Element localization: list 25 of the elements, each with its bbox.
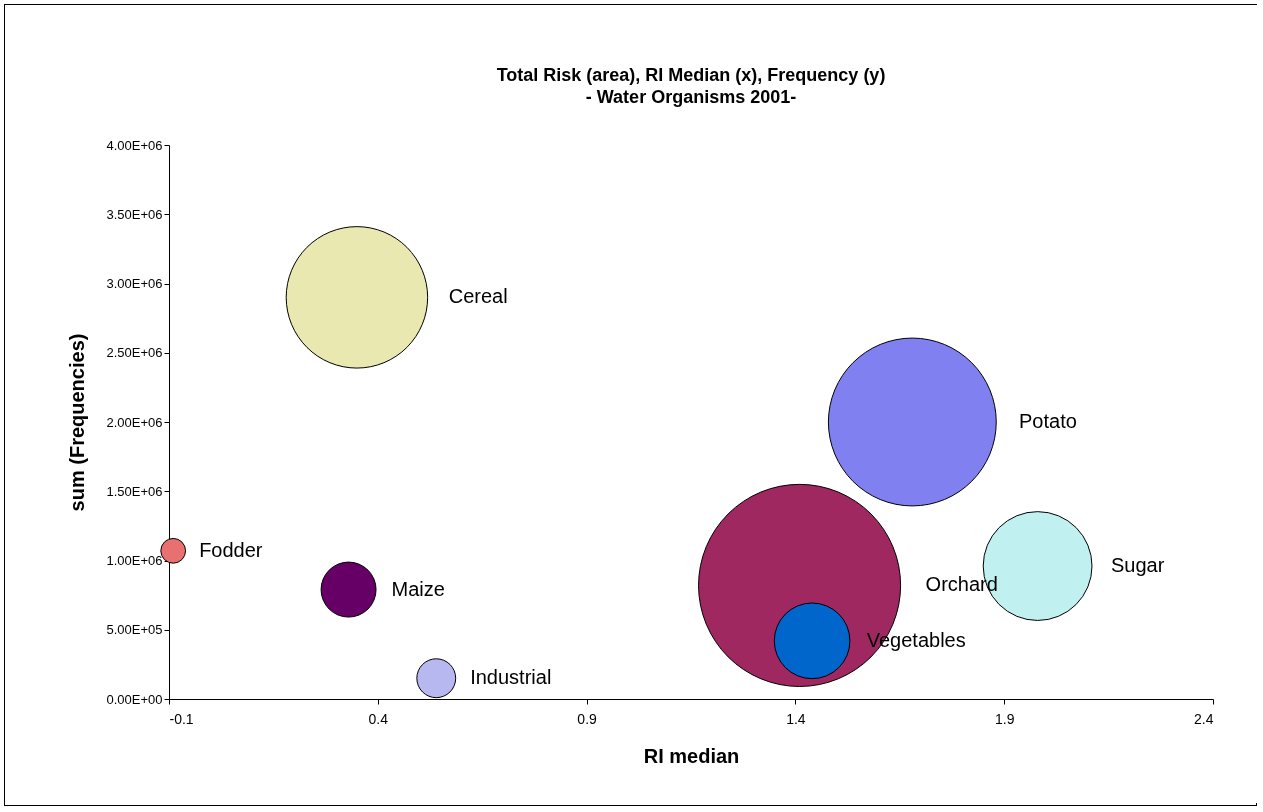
y-tick-label: 2.50E+06 (106, 345, 163, 361)
x-axis-title: RI median (643, 744, 740, 767)
x-tick-label: 1.9 (994, 710, 1015, 727)
x-tick-label: 0.9 (577, 710, 598, 727)
y-tick-label: 0.00E+00 (106, 691, 163, 707)
chart-title: Total Risk (area), RI Median (x), Frequency (y) (496, 65, 886, 85)
x-tick-label: -0.1 (169, 710, 194, 727)
chart-subtitle: - Water Organisms 2001- (585, 87, 797, 107)
y-tick-label: 5.00E+05 (106, 622, 163, 638)
y-tick-label: 1.00E+06 (106, 553, 163, 568)
x-tick-label: 2.4 (1194, 710, 1214, 727)
y-axis-title: sum (Frequencies) (66, 333, 89, 512)
series-label: Cereal (448, 285, 508, 308)
series-label: Potato (1019, 410, 1077, 432)
y-tick-label: 3.00E+06 (106, 276, 163, 291)
series-label: Fodder (199, 538, 263, 561)
x-tick-label: 0.4 (368, 710, 389, 727)
series-label: Industrial (470, 666, 552, 689)
series-label: Maize (391, 577, 445, 600)
y-tick-label: 4.00E+06 (106, 137, 163, 153)
y-tick-label: 3.50E+06 (106, 206, 163, 222)
y-tick-label: 1.50E+06 (106, 483, 163, 499)
x-tick-label: 1.4 (786, 710, 806, 727)
series-label: Sugar (1111, 554, 1165, 577)
y-tick-label: 2.00E+06 (106, 414, 163, 430)
